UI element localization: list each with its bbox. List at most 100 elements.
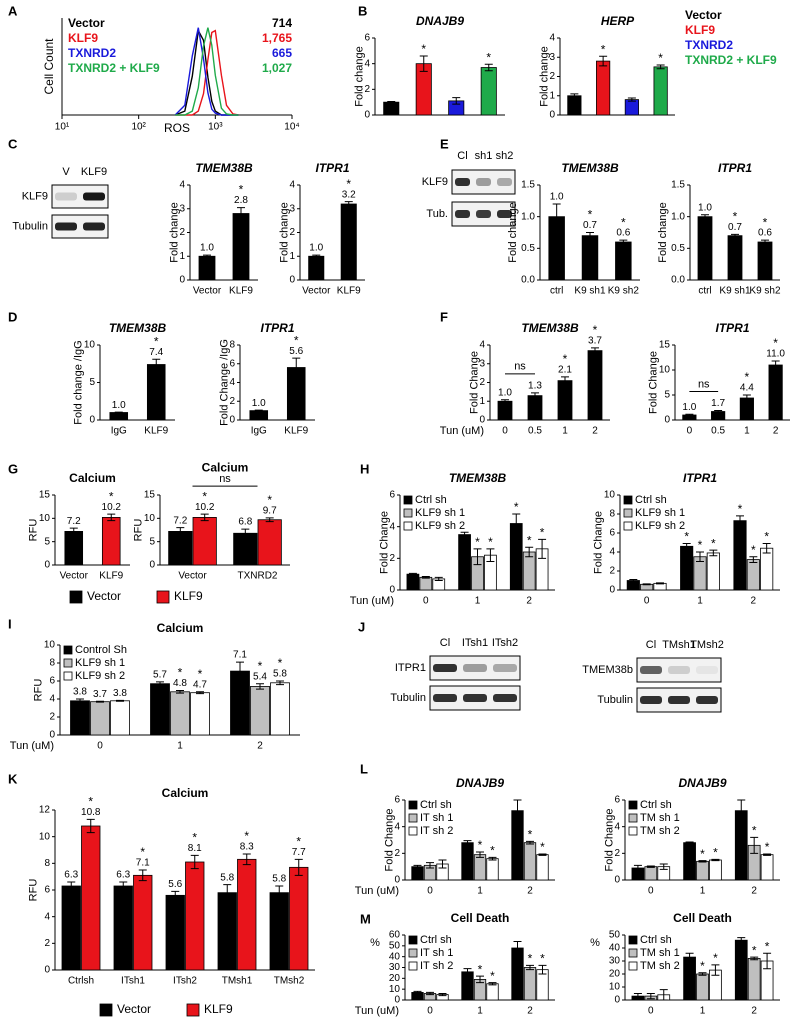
x-tick-label: 0 [648, 1006, 654, 1017]
error-bar [701, 214, 709, 220]
x-tick-label: KLF9 [337, 286, 361, 297]
legend-label: KLF9 sh 1 [75, 657, 125, 669]
legend-label: Vector [87, 589, 121, 603]
chart-title: Calcium [157, 621, 204, 635]
value-label: 3.7 [588, 335, 602, 346]
x-tick-label: Vector [193, 286, 222, 297]
bar [269, 892, 289, 971]
value-label: 4.4 [740, 383, 754, 394]
row-label: Tub. [426, 208, 448, 220]
value-label: 7.2 [173, 515, 187, 526]
legend-swatch [99, 1003, 113, 1017]
lane-label: ITsh2 [492, 637, 518, 649]
x-tick-label: K9 sh2 [749, 286, 781, 297]
x-tick-label: 0 [423, 596, 429, 607]
chart-title: Calcium [162, 786, 209, 800]
error-bar [731, 233, 739, 238]
error-bar [501, 399, 509, 404]
x-tick-label: 0.5 [711, 426, 725, 437]
y-tick-label: 2 [49, 712, 55, 723]
histogram-curve [175, 27, 239, 116]
error-bar [685, 952, 694, 962]
bar [536, 854, 549, 881]
y-axis-label: Fold Change [378, 511, 390, 574]
error-bar [312, 254, 321, 258]
x-tick-label: 2 [527, 1006, 533, 1017]
y-tick-label: 0 [549, 110, 555, 121]
error-bar [763, 952, 772, 970]
error-bar [685, 841, 694, 844]
x-tick-label: 2 [257, 741, 263, 752]
y-tick-label: 6 [49, 676, 55, 687]
bar [523, 967, 537, 1001]
legend-swatch [628, 826, 638, 836]
value-label: 10.2 [195, 502, 215, 513]
significance-mark: * [563, 352, 568, 366]
significance-mark: * [478, 838, 483, 852]
y-tick-label: 6 [389, 490, 395, 501]
error-bar [254, 409, 263, 412]
value-label: 0.7 [583, 220, 597, 231]
chart-title: DNAJB9 [678, 776, 726, 790]
legend-label: IT sh 2 [420, 825, 453, 837]
y-axis-label: % [590, 937, 600, 949]
legend-label: KLF9 sh 1 [415, 507, 465, 519]
value-label: 6.3 [116, 870, 130, 881]
error-bar [276, 680, 284, 686]
error-bar [750, 836, 759, 854]
bar [486, 858, 499, 881]
value-label: 4.8 [173, 678, 187, 689]
value-label: 5.6 [168, 879, 182, 890]
y-tick-label: 0 [44, 965, 50, 976]
significance-mark: * [738, 502, 743, 516]
lane-label: sh1 [475, 150, 493, 162]
bar [168, 531, 193, 566]
bar [250, 686, 270, 736]
y-tick-label: 6 [394, 795, 400, 806]
error-bar [526, 840, 534, 845]
y-tick-label: 4 [364, 58, 370, 69]
x-tick-label: 2 [751, 1006, 757, 1017]
legend-value: 714 [272, 16, 292, 30]
error-bar [512, 513, 521, 534]
y-tick-label: 40 [609, 943, 621, 954]
lane-label: sh2 [496, 150, 514, 162]
error-bar [531, 392, 539, 399]
error-bar [633, 864, 642, 872]
value-label: 3.7 [93, 689, 107, 700]
y-tick-label: 10 [609, 982, 621, 993]
y-tick-label: 5 [89, 377, 95, 388]
x-tick-label: 0 [644, 596, 650, 607]
legend-label: KLF9 [174, 589, 203, 603]
y-tick-label: 0 [49, 730, 55, 741]
y-tick-label: 30 [609, 956, 621, 967]
bar [64, 531, 84, 566]
panel-label: H [360, 461, 369, 476]
error-bar [561, 376, 569, 385]
x-tick-label: 1 [562, 426, 568, 437]
error-bar [736, 515, 744, 526]
bar [101, 517, 121, 566]
x-axis-label: Tun (uM) [10, 740, 54, 752]
y-tick-label: 2 [44, 938, 50, 949]
y-axis-label: RFU [28, 879, 40, 902]
error-bar [763, 853, 772, 856]
value-label: 0.7 [728, 222, 742, 233]
x-tick-label: 2 [751, 886, 757, 897]
error-bar [642, 583, 651, 586]
blot-band [433, 664, 457, 672]
value-label: 5.8 [273, 669, 287, 680]
bar [511, 947, 524, 1001]
bar [190, 692, 210, 736]
significance-mark: * [490, 969, 495, 983]
chart-title: Cell Death [451, 911, 510, 925]
significance-mark: * [733, 210, 738, 224]
significance-mark: * [593, 323, 598, 337]
chart-title: TMEM38B [521, 321, 579, 335]
y-tick-label: 8 [49, 658, 55, 669]
error-bar [426, 862, 434, 869]
legend-swatch [623, 495, 633, 505]
significance-mark: * [478, 962, 483, 976]
value-label: 5.8 [272, 874, 286, 885]
y-tick-label: 2 [479, 377, 485, 388]
